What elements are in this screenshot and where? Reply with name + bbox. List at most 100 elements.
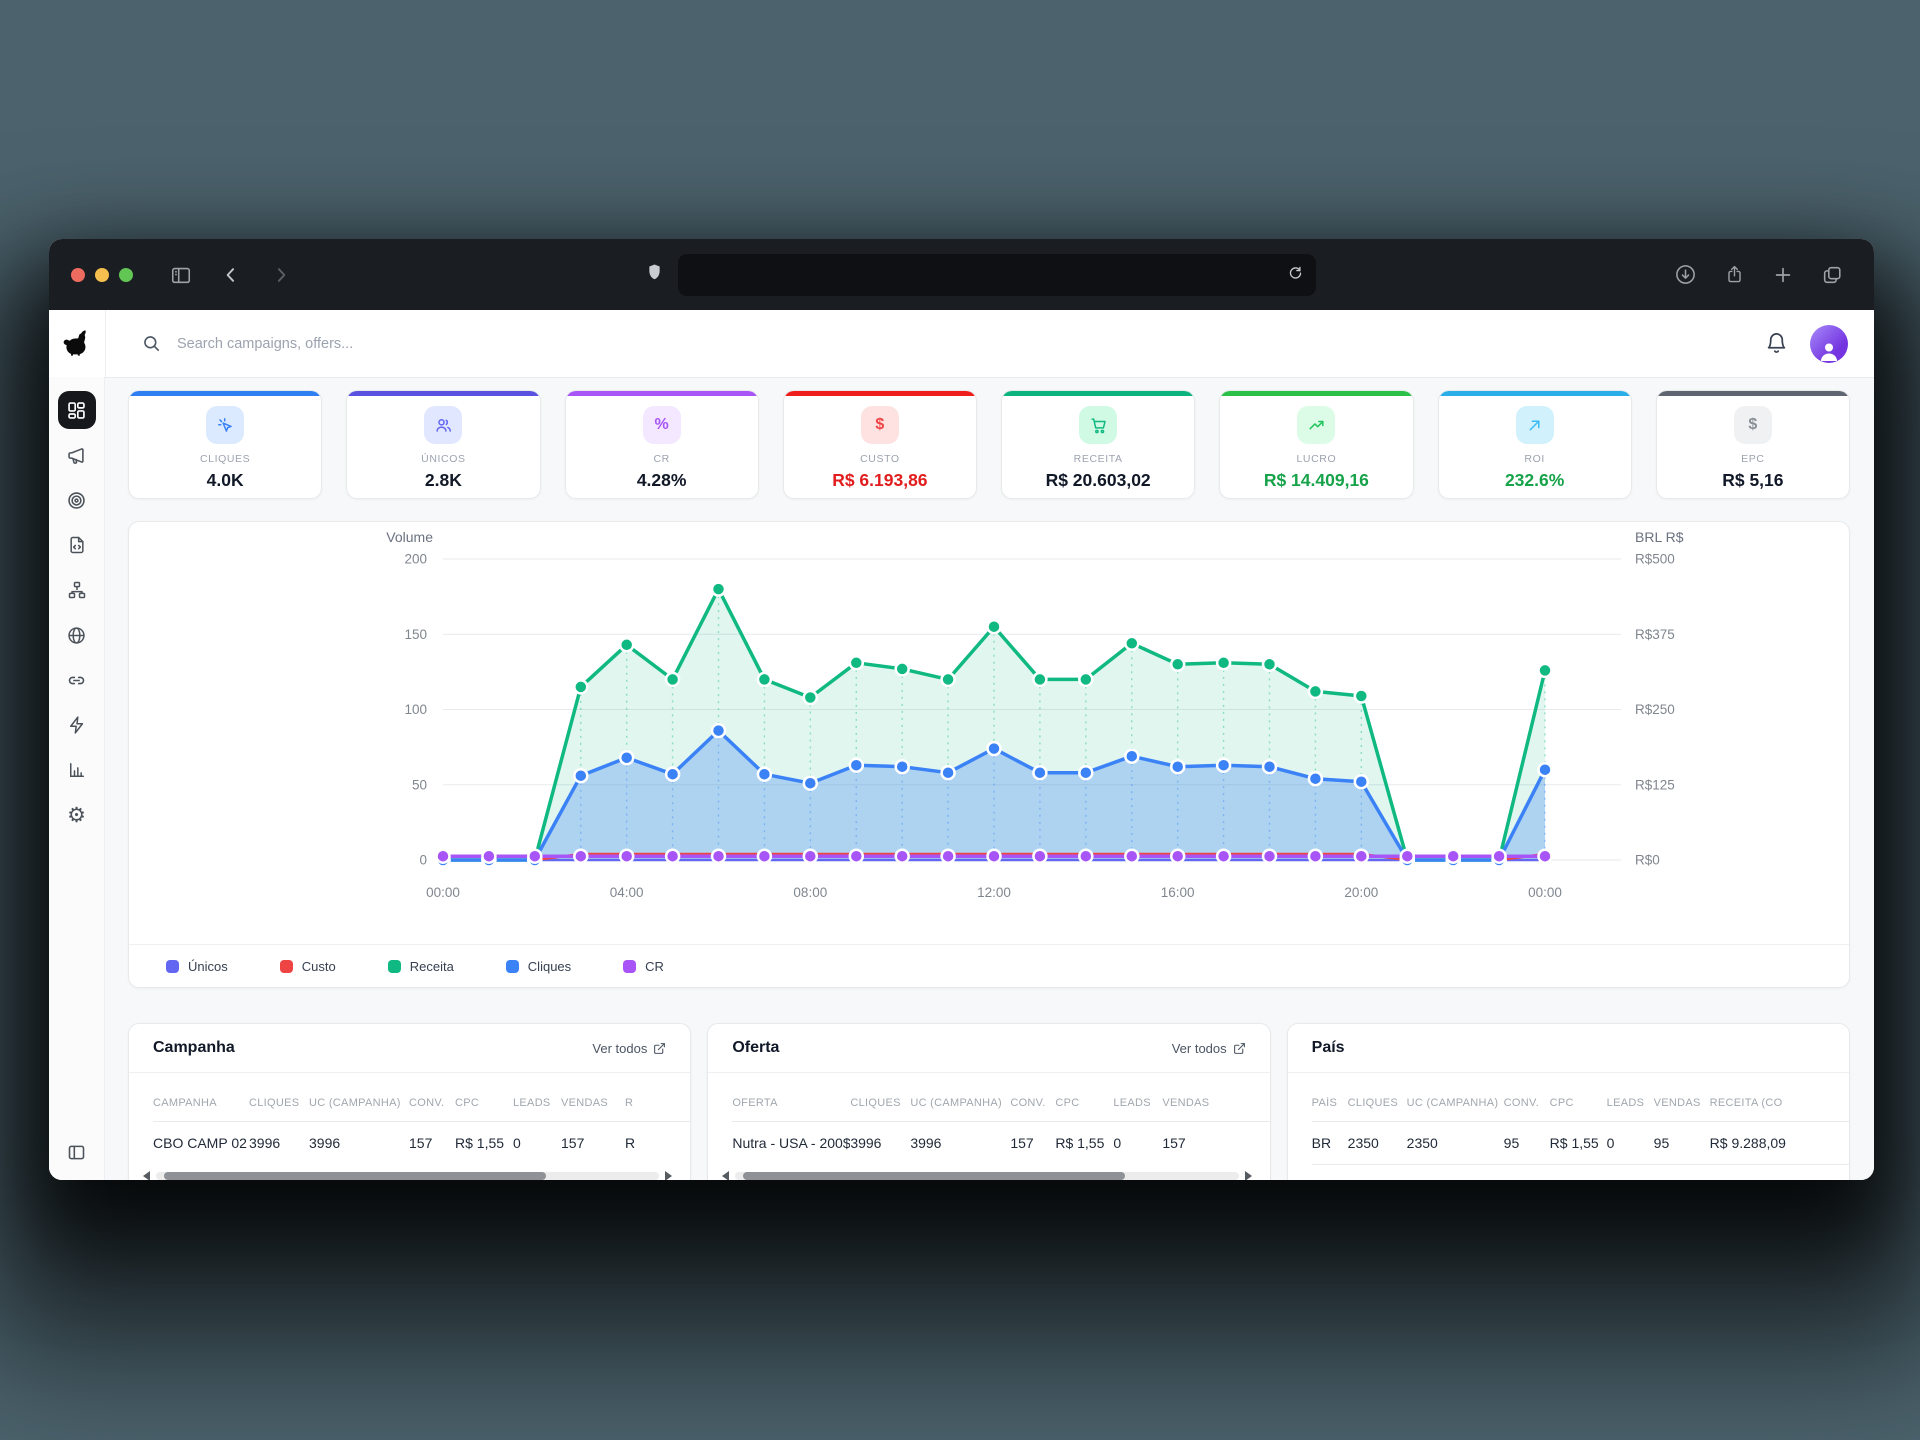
kpi-accent-strip bbox=[783, 391, 976, 396]
time-series-chart[interactable]: 0 R$0 50 R$125 100 R$250 150 R$375 200 R$500 Volum… bbox=[129, 522, 1849, 985]
svg-text:12:00: 12:00 bbox=[977, 885, 1011, 900]
tab-overview-button[interactable] bbox=[1812, 258, 1852, 292]
table-row[interactable]: CBO CAMP 02 3996 3996 157 R$ 1,55 0 157 R bbox=[153, 1121, 691, 1164]
kpi-card-cr[interactable]: % CR 4.28% bbox=[564, 390, 759, 499]
sidebar-collapse-button[interactable] bbox=[66, 1142, 87, 1168]
scroll-left-icon[interactable] bbox=[722, 1171, 730, 1180]
bar-chart-icon bbox=[69, 763, 84, 777]
kpi-card-lucro[interactable]: LUCRO R$ 14.409,16 bbox=[1219, 390, 1414, 499]
table-row[interactable]: PT63663620R$ 1,55020R$ 3.484,10 bbox=[1311, 1164, 1849, 1180]
kpi-card-epc[interactable]: $ EPC R$ 5,16 bbox=[1655, 390, 1850, 499]
legend-label: Cliques bbox=[527, 958, 572, 974]
close-window-button[interactable] bbox=[71, 267, 85, 282]
sidebar-item-offers[interactable] bbox=[58, 481, 96, 519]
horizontal-scrollbar[interactable] bbox=[722, 1171, 1252, 1180]
legend-item-receita[interactable]: Receita bbox=[387, 959, 454, 974]
kpi-card-unicos[interactable]: ÚNICOS 2.8K bbox=[346, 390, 541, 499]
scrollbar-thumb[interactable] bbox=[163, 1172, 547, 1180]
sidebar-item-settings[interactable]: ⚙ bbox=[58, 796, 96, 834]
ver-todos-label: Ver todos bbox=[592, 1040, 648, 1056]
summary-tables-row: Campanha Ver todos CAMPANHA CLIQUES UC (CA… bbox=[128, 1023, 1850, 1180]
kpi-card-receita[interactable]: RECEITA R$ 20.603,02 bbox=[1001, 390, 1196, 499]
kpi-card-roi[interactable]: ROI 232.6% bbox=[1437, 390, 1632, 499]
svg-text:R$375: R$375 bbox=[1635, 627, 1675, 642]
avatar[interactable] bbox=[1810, 324, 1848, 363]
sidebar-item-domains[interactable] bbox=[58, 616, 96, 654]
traffic-chart-card: 0 R$0 50 R$125 100 R$250 150 R$375 200 R$500 Volum… bbox=[128, 521, 1850, 988]
scroll-right-icon[interactable] bbox=[665, 1171, 673, 1180]
minimize-window-button[interactable] bbox=[95, 267, 109, 282]
external-link-icon bbox=[1233, 1042, 1245, 1054]
kpi-label: ÚNICOS bbox=[421, 453, 466, 465]
search-icon bbox=[142, 334, 161, 353]
downloads-button[interactable] bbox=[1665, 258, 1705, 292]
scrollbar-thumb[interactable] bbox=[742, 1172, 1126, 1180]
logo-dog[interactable] bbox=[49, 310, 106, 377]
sidebar-item-dashboard[interactable] bbox=[57, 391, 96, 429]
sidebar-item-campaigns[interactable] bbox=[58, 436, 96, 474]
gear-icon: ⚙ bbox=[67, 803, 86, 827]
ver-todos-label: Ver todos bbox=[1171, 1040, 1227, 1056]
table-row[interactable]: BR 2350 2350 95 R$ 1,55 0 95 R$ 9.288,09 bbox=[1311, 1121, 1849, 1164]
scrollbar-track[interactable] bbox=[156, 1172, 660, 1180]
legend-item-unicos[interactable]: Únicos bbox=[166, 959, 228, 974]
kpi-label: CUSTO bbox=[860, 453, 900, 465]
kpi-value: 2.8K bbox=[424, 470, 462, 490]
zoom-window-button[interactable] bbox=[119, 267, 133, 282]
search-input[interactable] bbox=[175, 334, 599, 353]
kpi-accent-strip bbox=[129, 391, 322, 396]
search-bar[interactable] bbox=[142, 334, 1765, 353]
sidebar-item-reports[interactable] bbox=[58, 751, 96, 789]
back-button[interactable] bbox=[211, 258, 251, 292]
kpi-accent-strip bbox=[1656, 391, 1849, 396]
pais-title: País bbox=[1311, 1039, 1345, 1056]
horizontal-scrollbar[interactable] bbox=[143, 1171, 673, 1180]
sidebar-item-landing-pages[interactable] bbox=[58, 526, 96, 564]
svg-text:Volume: Volume bbox=[386, 529, 433, 545]
kpi-label: LUCRO bbox=[1296, 453, 1337, 465]
shield-icon[interactable] bbox=[645, 261, 664, 288]
table-row[interactable]: Nutra - USA - 200$ 3996 3996 157 R$ 1,55 0 157 bbox=[732, 1121, 1270, 1164]
new-tab-button[interactable] bbox=[1763, 258, 1803, 292]
notifications-bell-icon[interactable] bbox=[1765, 332, 1788, 355]
sidebar-item-flows[interactable] bbox=[58, 571, 96, 609]
svg-text:04:00: 04:00 bbox=[610, 885, 644, 900]
kpi-label: CR bbox=[653, 453, 670, 465]
forward-button[interactable] bbox=[261, 258, 301, 292]
reload-icon[interactable] bbox=[1287, 264, 1304, 286]
app-root: ⚙ CLIQUES 4.0K bbox=[49, 310, 1874, 1180]
legend-item-cliques[interactable]: Cliques bbox=[505, 958, 572, 974]
kpi-accent-strip bbox=[347, 391, 540, 396]
cart-icon bbox=[1079, 406, 1118, 444]
svg-text:00:00: 00:00 bbox=[426, 885, 460, 900]
legend-item-custo[interactable]: Custo bbox=[279, 959, 336, 974]
panel-left-icon bbox=[68, 1145, 85, 1160]
address-bar[interactable] bbox=[677, 253, 1316, 296]
legend-swatch bbox=[623, 959, 637, 973]
arrow-up-right-icon bbox=[1515, 406, 1554, 444]
scroll-right-icon[interactable] bbox=[1244, 1171, 1252, 1180]
scroll-left-icon[interactable] bbox=[143, 1171, 150, 1180]
campanha-card: Campanha Ver todos CAMPANHA CLIQUES UC (CA… bbox=[128, 1023, 692, 1180]
share-button[interactable] bbox=[1714, 258, 1754, 292]
pais-card: País PAÍS CLIQUES UC (CAMPANHA) CONV. CPC LEA… bbox=[1286, 1023, 1850, 1180]
legend-item-cr[interactable]: CR bbox=[623, 959, 664, 974]
svg-text:150: 150 bbox=[404, 627, 427, 642]
kpi-row: CLIQUES 4.0K ÚNICOS 2.8K % CR 4.28% bbox=[128, 390, 1850, 499]
dollar-icon: $ bbox=[860, 406, 899, 444]
megaphone-icon bbox=[68, 447, 84, 464]
sidebar-item-links[interactable] bbox=[58, 661, 96, 699]
sidebar: ⚙ bbox=[49, 377, 105, 1180]
svg-text:R$250: R$250 bbox=[1635, 702, 1675, 717]
campanha-ver-todos-link[interactable]: Ver todos bbox=[592, 1041, 666, 1056]
scrollbar-track[interactable] bbox=[735, 1172, 1239, 1180]
sidebar-item-integrations[interactable] bbox=[58, 706, 96, 744]
oferta-ver-todos-link[interactable]: Ver todos bbox=[1172, 1041, 1246, 1056]
kpi-label: ROI bbox=[1524, 453, 1545, 465]
svg-text:0: 0 bbox=[419, 853, 427, 868]
pais-table-header: PAÍS CLIQUES UC (CAMPANHA) CONV. CPC LEADS VEN… bbox=[1311, 1097, 1783, 1109]
browser-sidebar-toggle-icon[interactable] bbox=[161, 258, 201, 292]
kpi-card-cliques[interactable]: CLIQUES 4.0K bbox=[128, 390, 323, 499]
kpi-card-custo[interactable]: $ CUSTO R$ 6.193,86 bbox=[782, 390, 977, 499]
legend-label: CR bbox=[645, 958, 664, 974]
